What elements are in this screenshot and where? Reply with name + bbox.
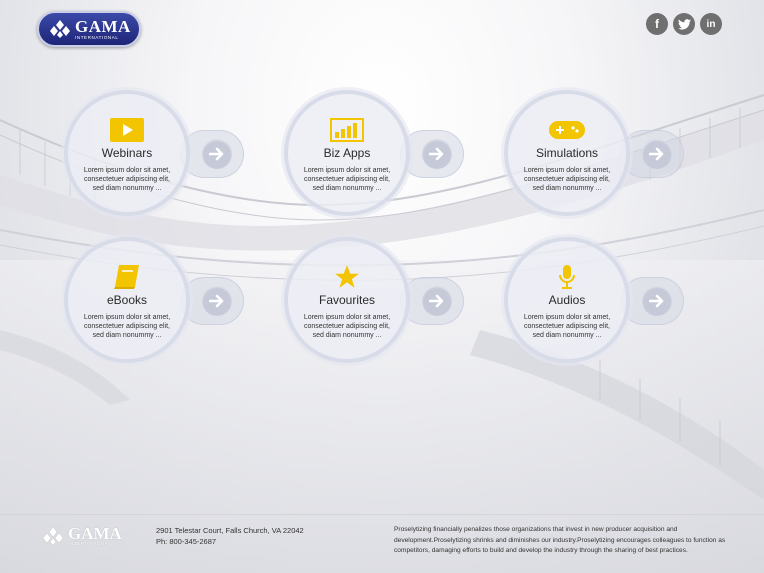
tile-description: Lorem ipsum dolor sit amet, consectetuer… <box>83 167 171 192</box>
brand-name: GAMA <box>75 16 131 36</box>
star-icon <box>329 264 365 290</box>
tile-circle[interactable]: Simulations Lorem ipsum dolor sit amet, … <box>504 90 630 216</box>
arrow-right-icon <box>429 147 444 161</box>
favourites-arrow-button[interactable] <box>422 286 452 316</box>
arrow-right-icon <box>209 294 224 308</box>
footer-brand-name: GAMA <box>68 524 122 543</box>
microphone-icon <box>549 264 585 290</box>
tile-title: Simulations <box>535 146 599 160</box>
tile-webinars[interactable]: Webinars Lorem ipsum dolor sit amet, con… <box>64 90 264 220</box>
tile-description: Lorem ipsum dolor sit amet, consectetuer… <box>83 314 171 339</box>
tile-title: Audios <box>548 293 586 307</box>
footer-address-block: 2901 Telestar Court, Falls Church, VA 22… <box>156 525 304 547</box>
tile-circle[interactable]: Webinars Lorem ipsum dolor sit amet, con… <box>64 90 190 216</box>
tile-title: Biz Apps <box>323 146 371 160</box>
book-icon <box>109 264 145 290</box>
arrow-right-icon <box>649 147 664 161</box>
tile-title: Favourites <box>318 293 376 307</box>
linkedin-icon[interactable]: in <box>700 13 722 35</box>
tile-circle[interactable]: Audios Lorem ipsum dolor sit amet, conse… <box>504 237 630 363</box>
social-links: f in <box>646 13 722 35</box>
tile-description: Lorem ipsum dolor sit amet, consectetuer… <box>523 167 611 192</box>
tile-circle[interactable]: Biz Apps Lorem ipsum dolor sit amet, con… <box>284 90 410 216</box>
tile-title: Webinars <box>101 146 153 160</box>
brand-subtitle: INTERNATIONAL <box>75 34 119 40</box>
webinars-arrow-button[interactable] <box>202 139 232 169</box>
tile-favourites[interactable]: Favourites Lorem ipsum dolor sit amet, c… <box>284 237 484 367</box>
tile-circle[interactable]: eBooks Lorem ipsum dolor sit amet, conse… <box>64 237 190 363</box>
footer: GAMA INTERNATIONAL 2901 Telestar Court, … <box>0 514 764 573</box>
biz-apps-arrow-button[interactable] <box>422 139 452 169</box>
tile-ebooks[interactable]: eBooks Lorem ipsum dolor sit amet, conse… <box>64 237 264 367</box>
footer-logo[interactable]: GAMA INTERNATIONAL <box>40 525 122 547</box>
facebook-icon[interactable]: f <box>646 13 668 35</box>
arrow-right-icon <box>649 294 664 308</box>
tile-biz-apps[interactable]: Biz Apps Lorem ipsum dolor sit amet, con… <box>284 90 484 220</box>
tile-description: Lorem ipsum dolor sit amet, consectetuer… <box>523 314 611 339</box>
footer-phone: Ph: 800-345-2687 <box>156 537 217 546</box>
tile-simulations[interactable]: Simulations Lorem ipsum dolor sit amet, … <box>504 90 704 220</box>
tile-audios[interactable]: Audios Lorem ipsum dolor sit amet, conse… <box>504 237 704 367</box>
footer-address: 2901 Telestar Court, Falls Church, VA 22… <box>156 526 304 535</box>
arrow-right-icon <box>429 294 444 308</box>
footer-brand-subtitle: INTERNATIONAL <box>68 541 112 546</box>
audios-arrow-button[interactable] <box>642 286 672 316</box>
bar-chart-icon <box>329 117 365 143</box>
twitter-icon[interactable] <box>673 13 695 35</box>
gamepad-icon <box>549 117 585 143</box>
arrow-right-icon <box>209 147 224 161</box>
play-video-icon <box>109 117 145 143</box>
ebooks-arrow-button[interactable] <box>202 286 232 316</box>
tile-description: Lorem ipsum dolor sit amet, consectetuer… <box>303 167 391 192</box>
tile-circle[interactable]: Favourites Lorem ipsum dolor sit amet, c… <box>284 237 410 363</box>
tile-description: Lorem ipsum dolor sit amet, consectetuer… <box>303 314 391 339</box>
footer-about-text: Proselytizing financially penalizes thos… <box>394 526 726 554</box>
simulations-arrow-button[interactable] <box>642 139 672 169</box>
gama-diamond-logo-icon <box>42 526 64 546</box>
gama-logo[interactable]: GAMA INTERNATIONAL <box>37 11 141 47</box>
tile-title: eBooks <box>106 293 148 307</box>
gama-diamond-logo-icon <box>50 20 70 38</box>
